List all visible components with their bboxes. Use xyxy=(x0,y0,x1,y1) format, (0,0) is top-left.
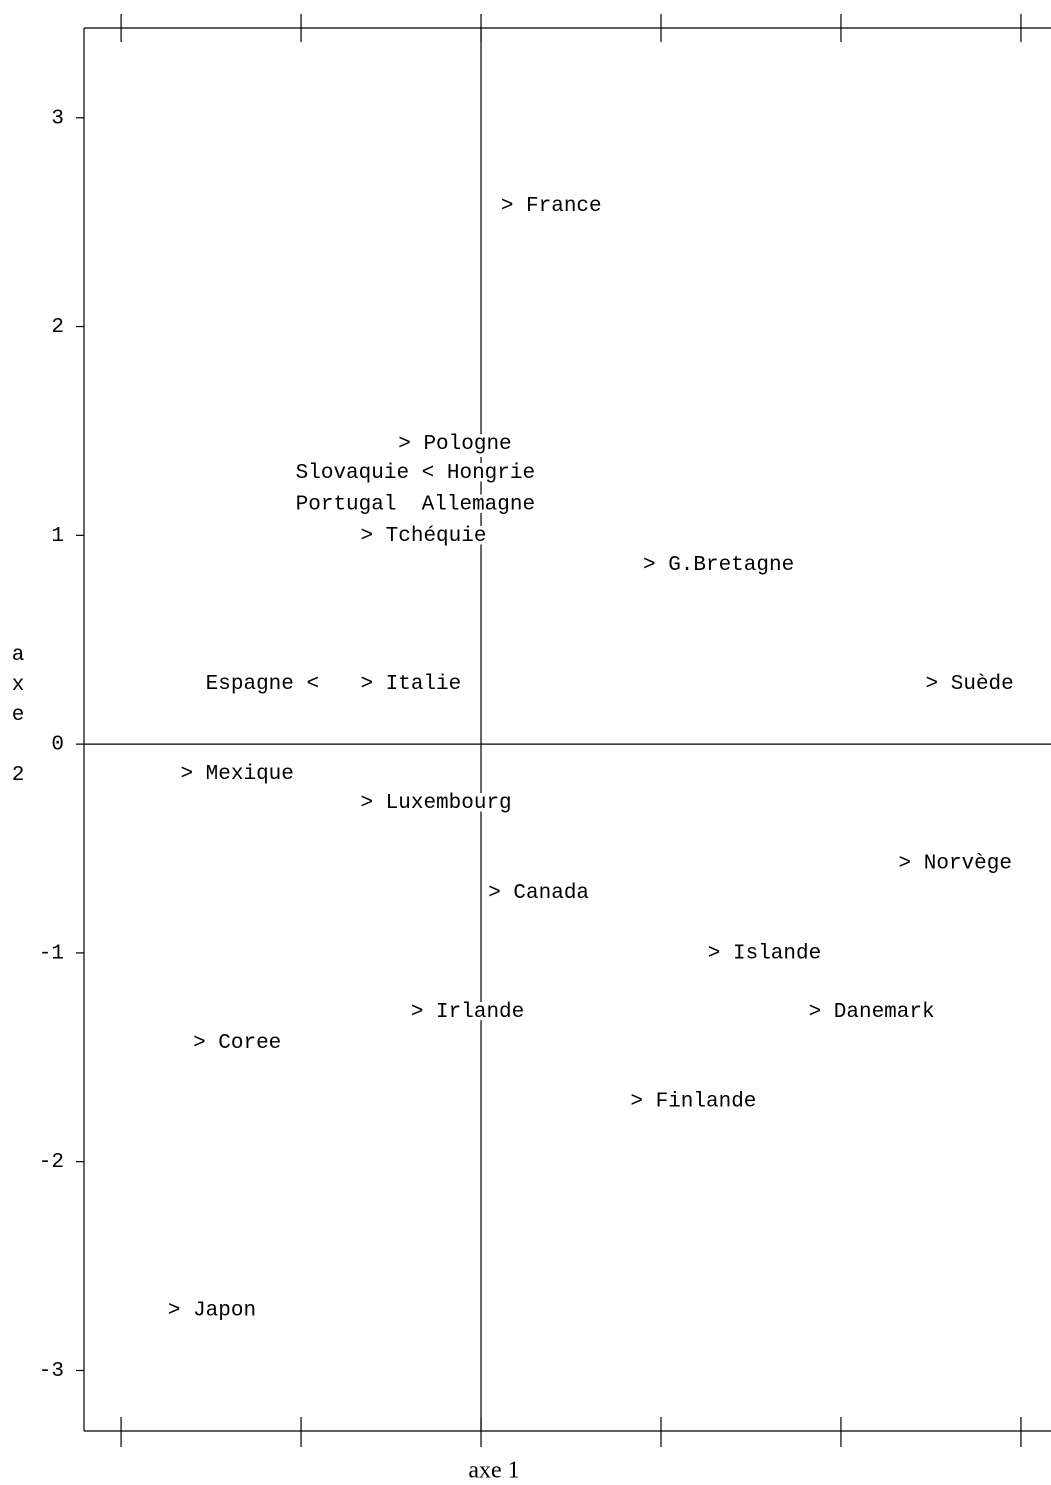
point-label: > Mexique xyxy=(180,763,293,786)
point-label: > Coree xyxy=(193,1032,281,1055)
y-tick-label: -3 xyxy=(39,1360,64,1383)
point-label: > Pologne xyxy=(398,433,511,456)
point-label: Portugal Allemagne xyxy=(296,494,535,517)
point-label: > France xyxy=(501,195,602,218)
point-label: > Italie xyxy=(360,673,461,696)
point-label: > Islande xyxy=(708,942,821,965)
y-tick-label: -1 xyxy=(39,942,64,965)
point-label: > G.Bretagne xyxy=(643,554,794,577)
point-label: > Japon xyxy=(168,1299,256,1322)
y-tick-label: 1 xyxy=(51,525,64,548)
point-label: Slovaquie < Hongrie xyxy=(296,462,535,485)
y-tick-label: 3 xyxy=(51,107,64,130)
point-label: > Danemark xyxy=(809,1001,935,1024)
point-label: Espagne < xyxy=(206,673,319,696)
point-label: > Finlande xyxy=(630,1091,756,1114)
point-label: > Norvège xyxy=(899,853,1012,876)
x-axis-label: axe 1 xyxy=(468,1458,519,1484)
point-label: > Luxembourg xyxy=(360,792,511,815)
y-tick-label: 2 xyxy=(51,316,64,339)
point-label: > Canada xyxy=(488,882,589,905)
point-label: > Irlande xyxy=(411,1001,524,1024)
point-label: > Tchéquie xyxy=(360,525,486,548)
y-tick-label: 0 xyxy=(51,734,64,757)
point-label: > Suède xyxy=(926,673,1014,696)
y-tick-label: -2 xyxy=(39,1151,64,1174)
